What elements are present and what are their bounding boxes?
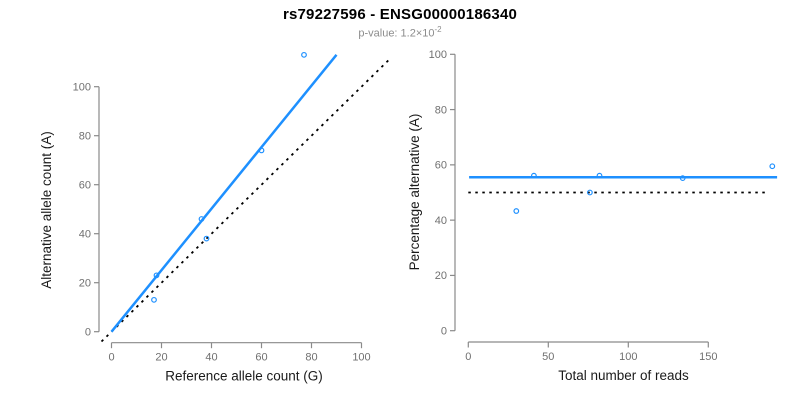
x-tick-label: 0 <box>108 352 114 364</box>
data-point <box>586 189 593 196</box>
percentage-reads-scatter-plot: 0 20 40 60 80 100 0 50 100 150 Total number of rea… <box>407 49 778 383</box>
data-point <box>530 172 537 179</box>
data-point <box>301 51 307 58</box>
x-tick-label: 20 <box>155 352 167 364</box>
data-point <box>203 235 210 242</box>
y-tick-label: 100 <box>73 81 91 93</box>
data-point <box>769 163 776 170</box>
data-point <box>198 216 205 222</box>
x-tick-label: 80 <box>305 352 317 364</box>
y-tick-label: 80 <box>79 130 91 142</box>
p-value-subtitle: p-value: 1.2×10-2 <box>0 25 800 40</box>
identity-line <box>100 59 390 343</box>
y-tick-label: 80 <box>435 104 447 116</box>
data-point <box>258 147 265 154</box>
y-tick-label: 60 <box>435 160 447 172</box>
data-point <box>679 175 686 182</box>
y-tick-label: 20 <box>79 277 91 289</box>
y-axis-title: Percentage alternative (A) <box>407 114 422 271</box>
data-point <box>153 272 160 279</box>
fit-line <box>110 54 338 333</box>
y-tick-label: 40 <box>435 215 447 227</box>
data-point <box>513 208 520 214</box>
x-tick-label: 40 <box>205 352 217 364</box>
x-tick-label: 60 <box>255 352 267 364</box>
x-axis-title: Total number of reads <box>558 368 689 383</box>
x-tick-label: 50 <box>542 351 554 363</box>
data-point <box>151 296 157 303</box>
x-tick-label: 100 <box>619 351 637 363</box>
x-tick-label: 150 <box>699 351 717 363</box>
figure-title: rs79227596 - ENSG00000186340 <box>282 6 518 23</box>
p-value-text: p-value: 1.2×10 <box>358 27 435 40</box>
p-value-exponent: -2 <box>434 25 442 34</box>
y-axis-title: Alternative allele count (A) <box>39 131 54 289</box>
x-tick-label: 100 <box>352 352 370 364</box>
y-tick-label: 0 <box>85 326 91 338</box>
y-tick-label: 100 <box>429 49 447 61</box>
y-tick-label: 0 <box>441 325 447 337</box>
x-axis-title: Reference allele count (G) <box>165 369 323 384</box>
data-point <box>596 172 603 179</box>
y-tick-label: 20 <box>435 270 447 282</box>
y-tick-label: 40 <box>79 228 91 240</box>
y-tick-label: 60 <box>79 179 91 191</box>
x-tick-label: 0 <box>465 351 471 363</box>
allele-count-scatter-plot: 0 20 40 60 80 100 0 20 40 60 80 100 Reference allele… <box>39 51 390 384</box>
